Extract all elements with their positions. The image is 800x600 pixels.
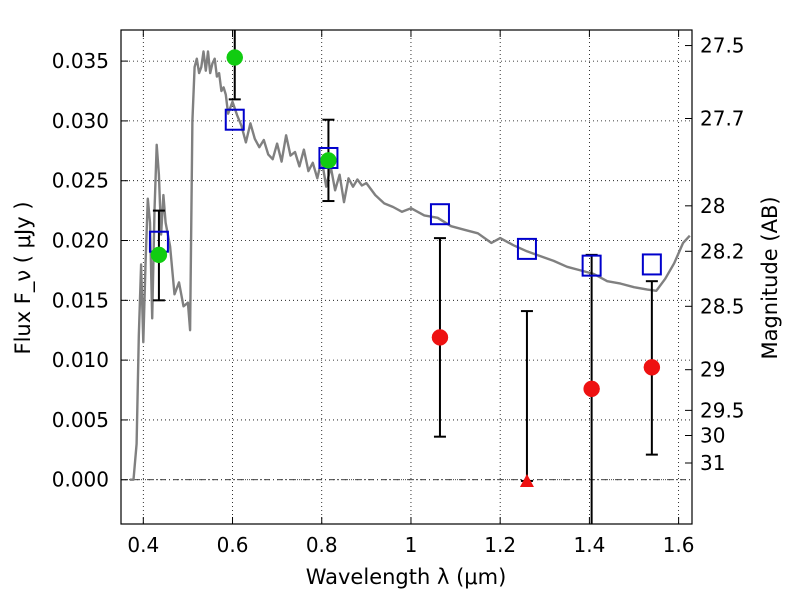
magnitude-tick-label: 28.5 xyxy=(700,294,745,318)
y-tick-label: 0.000 xyxy=(52,468,109,492)
error-bars xyxy=(152,30,658,524)
non-detection-point xyxy=(643,359,661,376)
y-tick-label: 0.025 xyxy=(52,169,109,193)
y-tick-label: 0.035 xyxy=(52,49,109,73)
magnitude-axis-ticks: 27.5 27.7 28 28.2 28.5 29 29.530 31 xyxy=(685,34,745,475)
grid xyxy=(121,30,692,524)
x-tick-label: 1 xyxy=(405,533,418,557)
y-tick-label: 0.030 xyxy=(52,109,109,133)
y-tick-label: 0.005 xyxy=(52,408,109,432)
model-photometry-square xyxy=(516,237,537,260)
plot-frame xyxy=(120,29,693,525)
magnitude-tick-label: 27.7 xyxy=(700,107,745,131)
detection-point xyxy=(320,152,337,169)
x-axis-label: Wavelength λ (μm) xyxy=(306,565,507,589)
data-markers xyxy=(148,49,662,487)
x-axis-ticks: 0.4 0.6 0.8 1 1.2 1.4 1.6 xyxy=(127,30,695,557)
model-spectrum xyxy=(129,50,691,481)
detection-point xyxy=(150,246,168,264)
x-tick-label: 1.2 xyxy=(484,533,516,557)
non-detection-point xyxy=(431,329,449,346)
model-photometry-square xyxy=(224,108,245,131)
x-tick-label: 0.4 xyxy=(127,533,159,557)
x-tick-label: 0.6 xyxy=(217,533,249,557)
magnitude-axis-label: Magnitude (AB) xyxy=(758,196,782,359)
magnitude-tick-label: 28.2 xyxy=(700,239,745,263)
y-tick-label: 0.010 xyxy=(52,348,109,372)
model-photometry-square xyxy=(429,203,450,226)
y-tick-label: 0.020 xyxy=(52,229,109,253)
magnitude-tick-label: 31 xyxy=(700,451,725,475)
upper-limit-marker xyxy=(519,473,534,487)
non-detection-point xyxy=(583,380,600,398)
model-photometry-square xyxy=(641,253,662,276)
magnitude-tick-label: 30 xyxy=(700,423,725,447)
y-axis-label: Flux F_ν ( μJy ) xyxy=(11,201,36,354)
detection-point xyxy=(226,49,244,66)
x-tick-label: 0.8 xyxy=(306,533,338,557)
magnitude-tick-label: 27.5 xyxy=(700,34,745,58)
magnitude-tick-label: 29.5 xyxy=(700,398,745,422)
y-axis-ticks: 0.000 0.005 0.010 0.015 0.020 0.025 0.030 0.035 xyxy=(52,49,128,492)
x-tick-label: 1.6 xyxy=(663,533,695,557)
x-tick-label: 1.4 xyxy=(573,533,605,557)
magnitude-tick-label: 28 xyxy=(700,194,725,218)
model-photometry-square xyxy=(581,254,602,277)
magnitude-tick-label: 29 xyxy=(700,358,725,382)
y-tick-label: 0.015 xyxy=(52,288,109,312)
model-spectrum-line xyxy=(129,50,691,481)
